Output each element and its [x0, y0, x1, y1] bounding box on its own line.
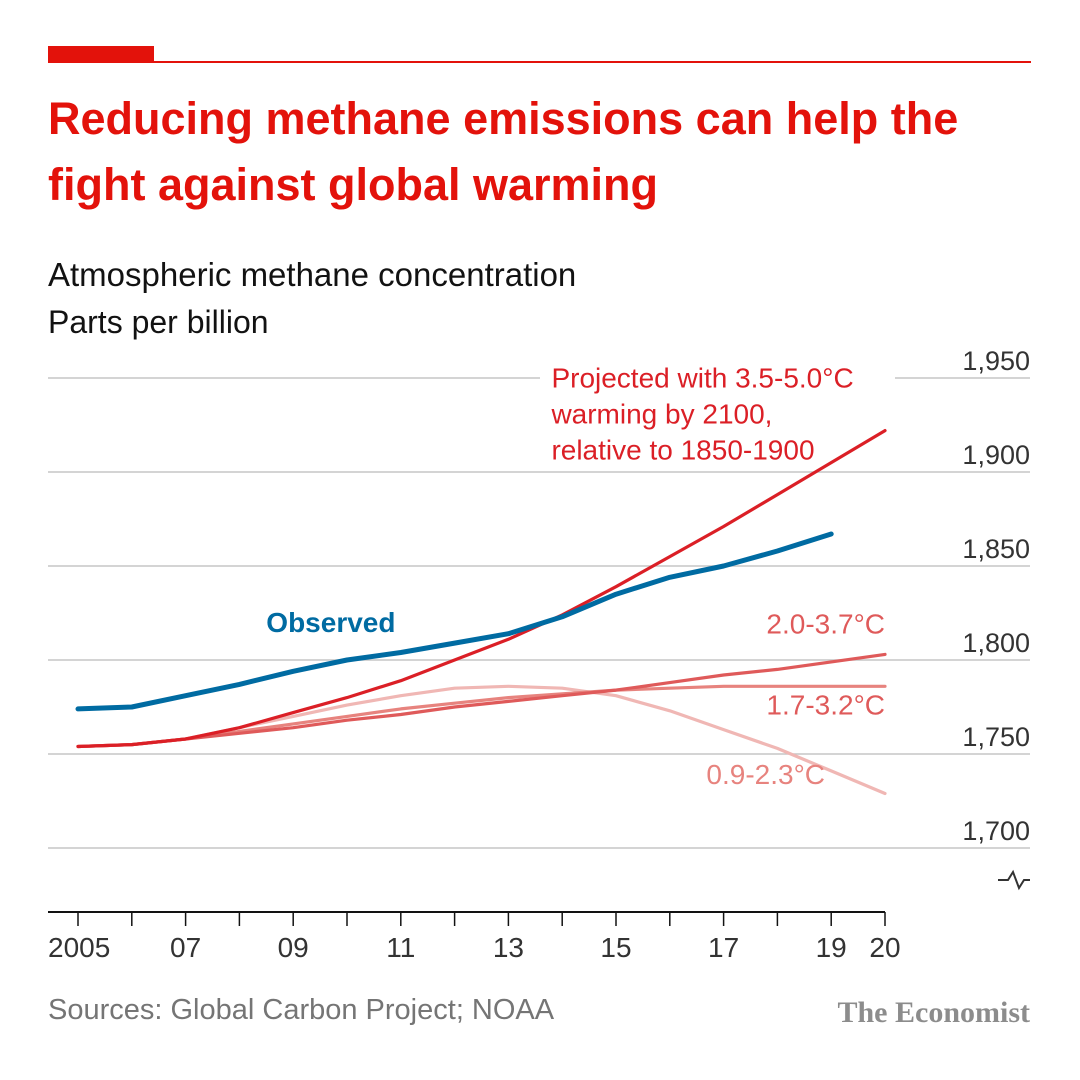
x-tick-label-2015: 15 [600, 932, 631, 963]
annotation-4: 0.9-2.3°C [706, 759, 825, 790]
y-tick-label-1700: 1,700 [962, 816, 1030, 846]
series-line-4 [75, 531, 834, 712]
y-tick-label-1900: 1,900 [962, 440, 1030, 470]
x-tick-label-2009: 09 [278, 932, 309, 963]
y-tick-label-1950: 1,950 [962, 346, 1030, 376]
annotation-line-0-0: Observed [266, 607, 395, 638]
top-accent-tab [48, 46, 154, 62]
y-tick-label-1800: 1,800 [962, 628, 1030, 658]
annotation-line-4-0: 0.9-2.3°C [706, 759, 825, 790]
annotation-2: 2.0-3.7°C [766, 609, 885, 640]
x-tick-label-2019: 19 [816, 932, 847, 963]
annotation-line-1-1: warming by 2100, [550, 398, 772, 429]
annotation-line-1-0: Projected with 3.5-5.0°C [551, 362, 853, 393]
chart-units: Parts per billion [48, 304, 269, 340]
source-note: Sources: Global Carbon Project; NOAA [48, 994, 555, 1026]
chart-title: Atmospheric methane concentration [48, 256, 577, 293]
y-tick-labels: 1,700 1,750 1,800 1,850 1,900 1,950 [962, 346, 1030, 891]
publisher-logo: The Economist [837, 996, 1030, 1029]
axis-break-icon [998, 869, 1030, 891]
series-line-2 [76, 652, 887, 749]
annotation-3: 1.7-3.2°C [766, 690, 885, 721]
x-tick-label-2017: 17 [708, 932, 739, 963]
annotation-0: Observed [266, 607, 395, 638]
annotation-1: Projected with 3.5-5.0°C warming by 2100,… [550, 362, 853, 465]
series-annotations: Observed Projected with 3.5-5.0°C warming … [266, 362, 885, 790]
gridlines [48, 377, 1030, 849]
x-tick-label-2013: 13 [493, 932, 524, 963]
annotation-line-2-0: 2.0-3.7°C [766, 609, 885, 640]
x-tick-label-2020: 20 [869, 932, 900, 963]
y-tick-label-1750: 1,750 [962, 722, 1030, 752]
y-tick-label-1850: 1,850 [962, 534, 1030, 564]
x-tick-label-2007: 07 [170, 932, 201, 963]
x-tick-label-2011: 11 [386, 932, 415, 963]
series-lines [75, 429, 887, 796]
annotation-line-1-2: relative to 1850-1900 [551, 434, 814, 465]
x-tick-label-2005: 2005 [48, 932, 110, 963]
annotation-line-3-0: 1.7-3.2°C [766, 690, 885, 721]
x-axis: 2005 07 09 11 13 15 17 19 20 [48, 911, 901, 963]
series-line-3 [76, 429, 887, 749]
headline: Reducing methane emissions can help the … [48, 93, 959, 210]
top-accent-rule [48, 61, 1031, 63]
